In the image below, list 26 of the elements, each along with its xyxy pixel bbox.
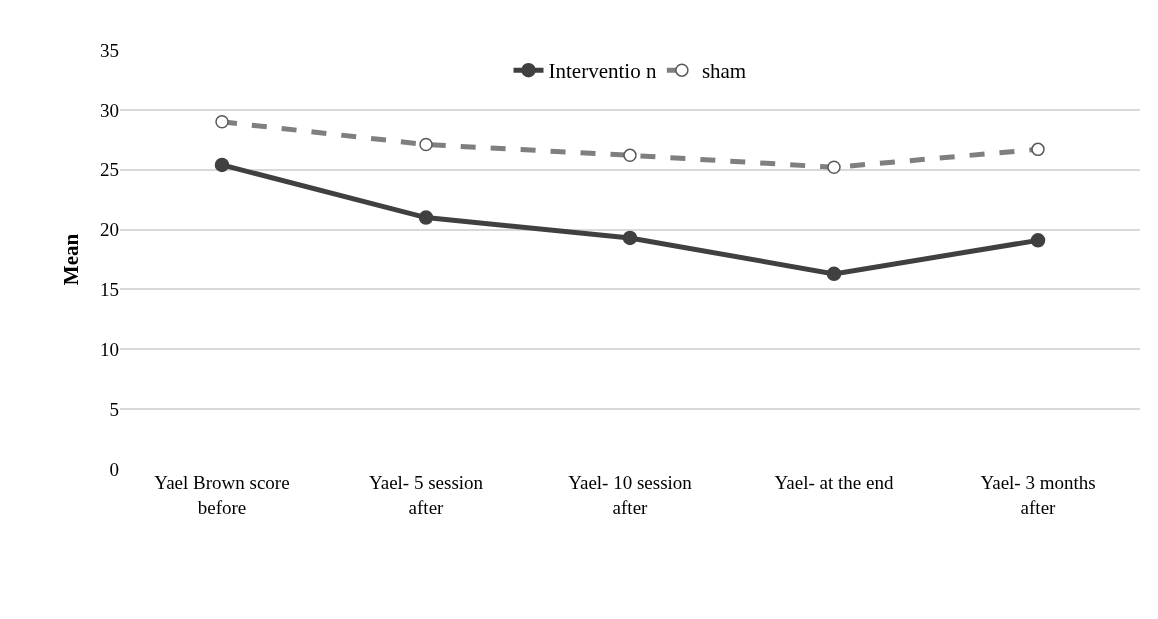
x-tick-label: Yael- 10 session after <box>568 472 693 518</box>
y-tick-label: 5 <box>109 398 119 420</box>
y-tick-label: 15 <box>100 279 119 301</box>
point <box>826 266 842 282</box>
x-tick-label: Yael Brown score before <box>154 472 290 518</box>
y-tick-label: 20 <box>100 219 119 241</box>
point <box>623 148 637 163</box>
point <box>1030 233 1046 248</box>
y-tick-label: 10 <box>100 338 119 360</box>
point <box>215 115 229 129</box>
x-tick-label: Yael- 5 session after <box>368 472 484 518</box>
x-tick-label: Yael- at the end <box>774 472 894 493</box>
y-tick-label: 25 <box>100 159 119 181</box>
legend-label: sham <box>701 59 747 84</box>
point <box>214 157 230 173</box>
x-tick-label: Yael- 3 months after <box>980 472 1096 518</box>
point <box>622 230 638 246</box>
point <box>827 160 841 175</box>
point <box>418 210 434 225</box>
legend-label: Interventio n <box>548 59 657 84</box>
y-tick-label: 30 <box>100 99 119 121</box>
point <box>1031 142 1045 157</box>
y-tick-label: 0 <box>109 458 119 480</box>
y-tick-label: 35 <box>100 39 119 61</box>
y-axis-title: Mean <box>59 233 84 286</box>
point <box>419 137 433 152</box>
